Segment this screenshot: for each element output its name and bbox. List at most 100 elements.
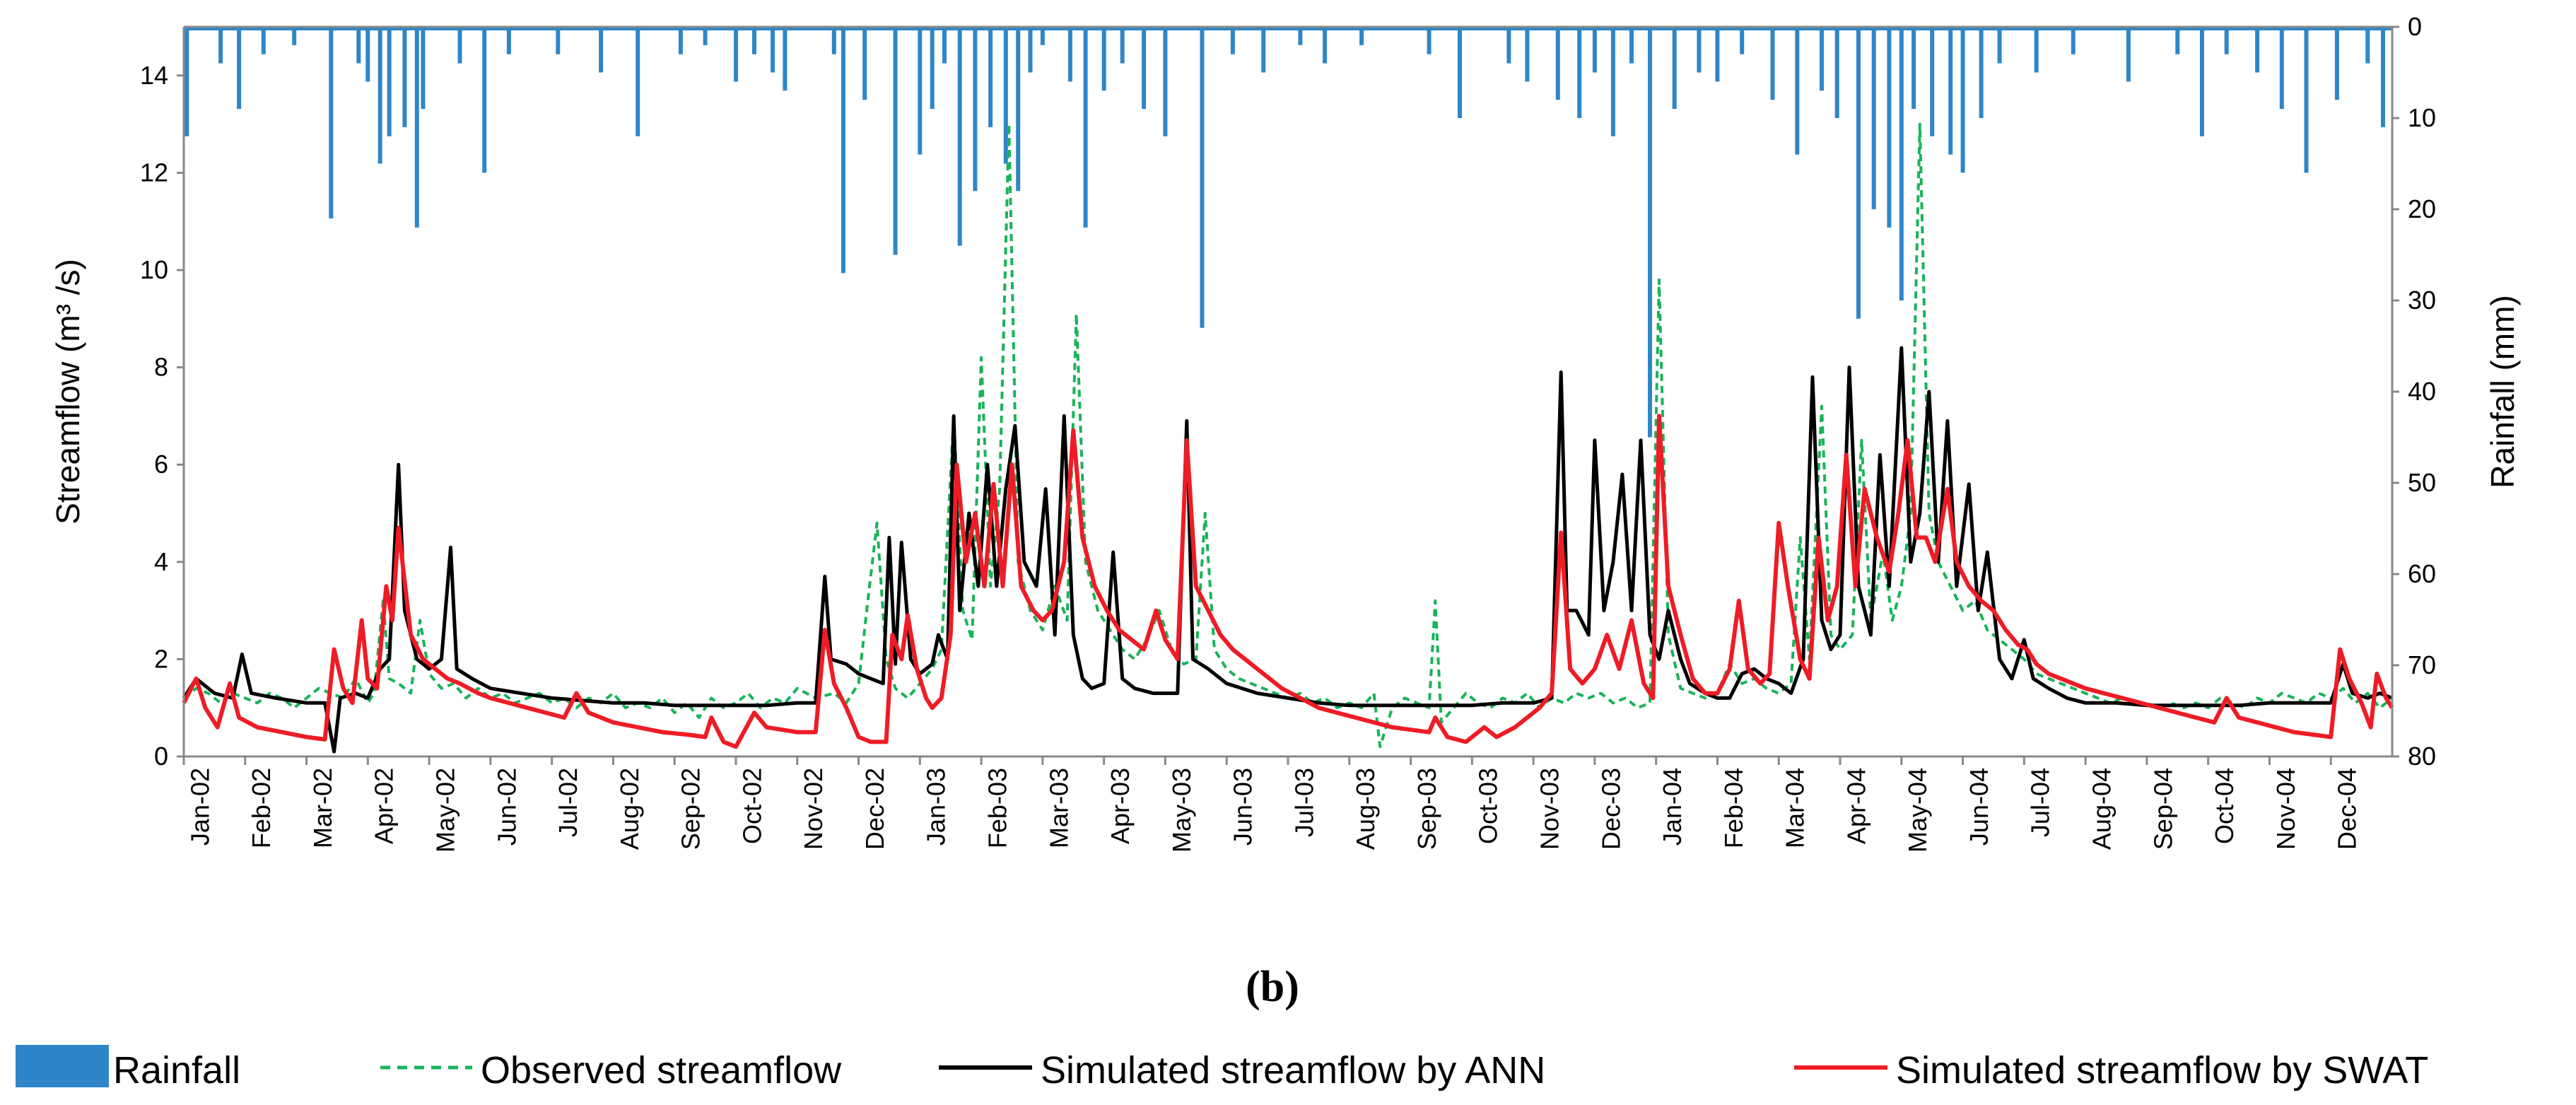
rainfall-bar-83 [2200, 27, 2204, 136]
panel-label: (b) [1246, 963, 1299, 1011]
rainfall-bar-44 [1163, 27, 1168, 136]
rainfall-bar-58 [1610, 27, 1615, 136]
rainfall-bar-85 [2255, 27, 2260, 73]
rainfall-bar-15 [506, 27, 511, 54]
right-tick-label-8: 80 [2408, 742, 2436, 771]
swat-streamflow-line [182, 414, 2394, 749]
x-tick-label-8: Sep-02 [677, 768, 706, 850]
rainfall-bar-3 [261, 27, 266, 54]
x-tick-label-22: Nov-03 [1535, 768, 1564, 850]
rainfall-bar-55 [1555, 27, 1560, 100]
rainfall-bar-90 [2381, 27, 2385, 127]
legend-rainfall-label: Rainfall [113, 1049, 240, 1092]
rainfall-bar-30 [930, 27, 935, 110]
rainfall-bar-33 [973, 27, 978, 192]
x-tick-label-0: Jan-02 [185, 768, 214, 846]
x-tick-label-5: Jun-02 [492, 768, 521, 846]
rainfall-bar-49 [1323, 27, 1328, 64]
rainfall-bar-17 [599, 27, 604, 73]
rainfall-bar-7 [365, 27, 370, 82]
rainfall-bar-29 [918, 27, 923, 155]
rainfall-bar-54 [1525, 27, 1530, 82]
rainfall-bar-4 [292, 27, 297, 45]
left-tick-label-2: 4 [154, 547, 168, 576]
x-tick-label-10: Nov-02 [799, 768, 828, 850]
right-tick-label-1: 10 [2408, 103, 2436, 132]
rainfall-bar-59 [1629, 27, 1634, 64]
rainfall-bar-38 [1040, 27, 1045, 45]
x-tick-label-30: Jul-04 [2026, 768, 2055, 837]
x-tick-label-13: Feb-03 [983, 768, 1012, 848]
rainfall-bar-13 [457, 27, 462, 64]
x-tick-label-12: Jan-03 [922, 768, 951, 846]
legend: Rainfall Observed streamflow Simulated s… [16, 1045, 2428, 1092]
right-axis-title: Rainfall (mm) [2484, 295, 2521, 488]
x-tick-label-21: Oct-03 [1474, 768, 1503, 844]
x-tick-label-2: Mar-02 [308, 768, 337, 848]
rainfall-bar-66 [1795, 27, 1800, 155]
rainfall-bar-89 [2365, 27, 2370, 64]
right-tick-label-0: 0 [2408, 12, 2422, 41]
rainfall-bar-20 [703, 27, 708, 45]
x-tick-label-4: May-02 [431, 768, 460, 853]
rainfall-bar-31 [942, 27, 947, 64]
rainfall-bar-71 [1887, 27, 1892, 228]
x-tick-label-34: Nov-04 [2271, 768, 2300, 850]
right-tick-label-7: 70 [2408, 650, 2436, 679]
rainfall-bar-19 [678, 27, 683, 54]
rainfall-bar-84 [2224, 27, 2229, 54]
right-tick-label-4: 40 [2408, 377, 2436, 406]
x-tick-label-26: Mar-04 [1781, 768, 1810, 848]
x-tick-label-3: Apr-02 [370, 768, 399, 844]
rainfall-bar-79 [2034, 27, 2039, 73]
rainfall-bar-12 [421, 27, 426, 110]
rainfall-bar-25 [831, 27, 836, 54]
rainfall-bar-41 [1101, 27, 1106, 91]
left-tick-label-4: 8 [154, 353, 168, 382]
right-tick-label-3: 30 [2408, 286, 2436, 315]
x-tick-label-35: Dec-04 [2333, 768, 2362, 850]
rainfall-bar-22 [752, 27, 756, 54]
rainfall-bar-8 [377, 27, 382, 164]
x-tick-label-17: Jun-03 [1229, 768, 1258, 846]
rainfall-bar-47 [1261, 27, 1266, 73]
x-tick-label-16: May-03 [1167, 768, 1196, 853]
x-tick-label-11: Dec-02 [860, 768, 889, 850]
rainfall-bar-37 [1028, 27, 1033, 73]
rainfall-bar-60 [1648, 27, 1652, 438]
rainfall-bar-32 [957, 27, 962, 246]
rainfall-bar-5 [329, 27, 334, 218]
rainfall-bar-78 [1997, 27, 2002, 64]
x-tick-label-24: Jan-04 [1658, 768, 1687, 846]
rainfall-bar-77 [1979, 27, 1984, 118]
rainfall-bar-64 [1740, 27, 1745, 54]
rainfall-bar-70 [1871, 27, 1876, 209]
rainfall-bar-2 [237, 27, 242, 110]
rainfall-bar-43 [1142, 27, 1147, 110]
x-tick-label-6: Jul-02 [554, 768, 582, 837]
right-tick-label-2: 20 [2408, 194, 2436, 223]
rainfall-bar-0 [185, 27, 189, 136]
legend-observed-label: Observed streamflow [481, 1049, 842, 1092]
left-tick-label-3: 6 [154, 450, 168, 479]
rainfall-bar-34 [988, 27, 993, 127]
rainfall-bar-81 [2126, 27, 2131, 82]
rainfall-bar-88 [2334, 27, 2339, 100]
rainfall-bar-73 [1911, 27, 1916, 110]
x-tick-label-23: Dec-03 [1596, 768, 1625, 850]
rainfall-bar-80 [2071, 27, 2076, 54]
left-axis-ticks: 0 2 4 6 8 10 12 14 [140, 61, 184, 771]
right-tick-label-6: 60 [2408, 559, 2436, 588]
rainfall-bar-46 [1230, 27, 1235, 54]
rainfall-bar-16 [556, 27, 561, 54]
left-tick-label-6: 12 [140, 158, 168, 187]
rainfall-bar-56 [1577, 27, 1582, 118]
rainfall-bar-67 [1820, 27, 1824, 91]
streamflow-lines [182, 122, 2394, 754]
x-tick-label-15: Apr-03 [1106, 768, 1135, 844]
x-tick-label-31: Aug-04 [2088, 768, 2117, 850]
x-tick-label-32: Sep-04 [2148, 768, 2177, 850]
rainfall-bar-26 [841, 27, 845, 274]
